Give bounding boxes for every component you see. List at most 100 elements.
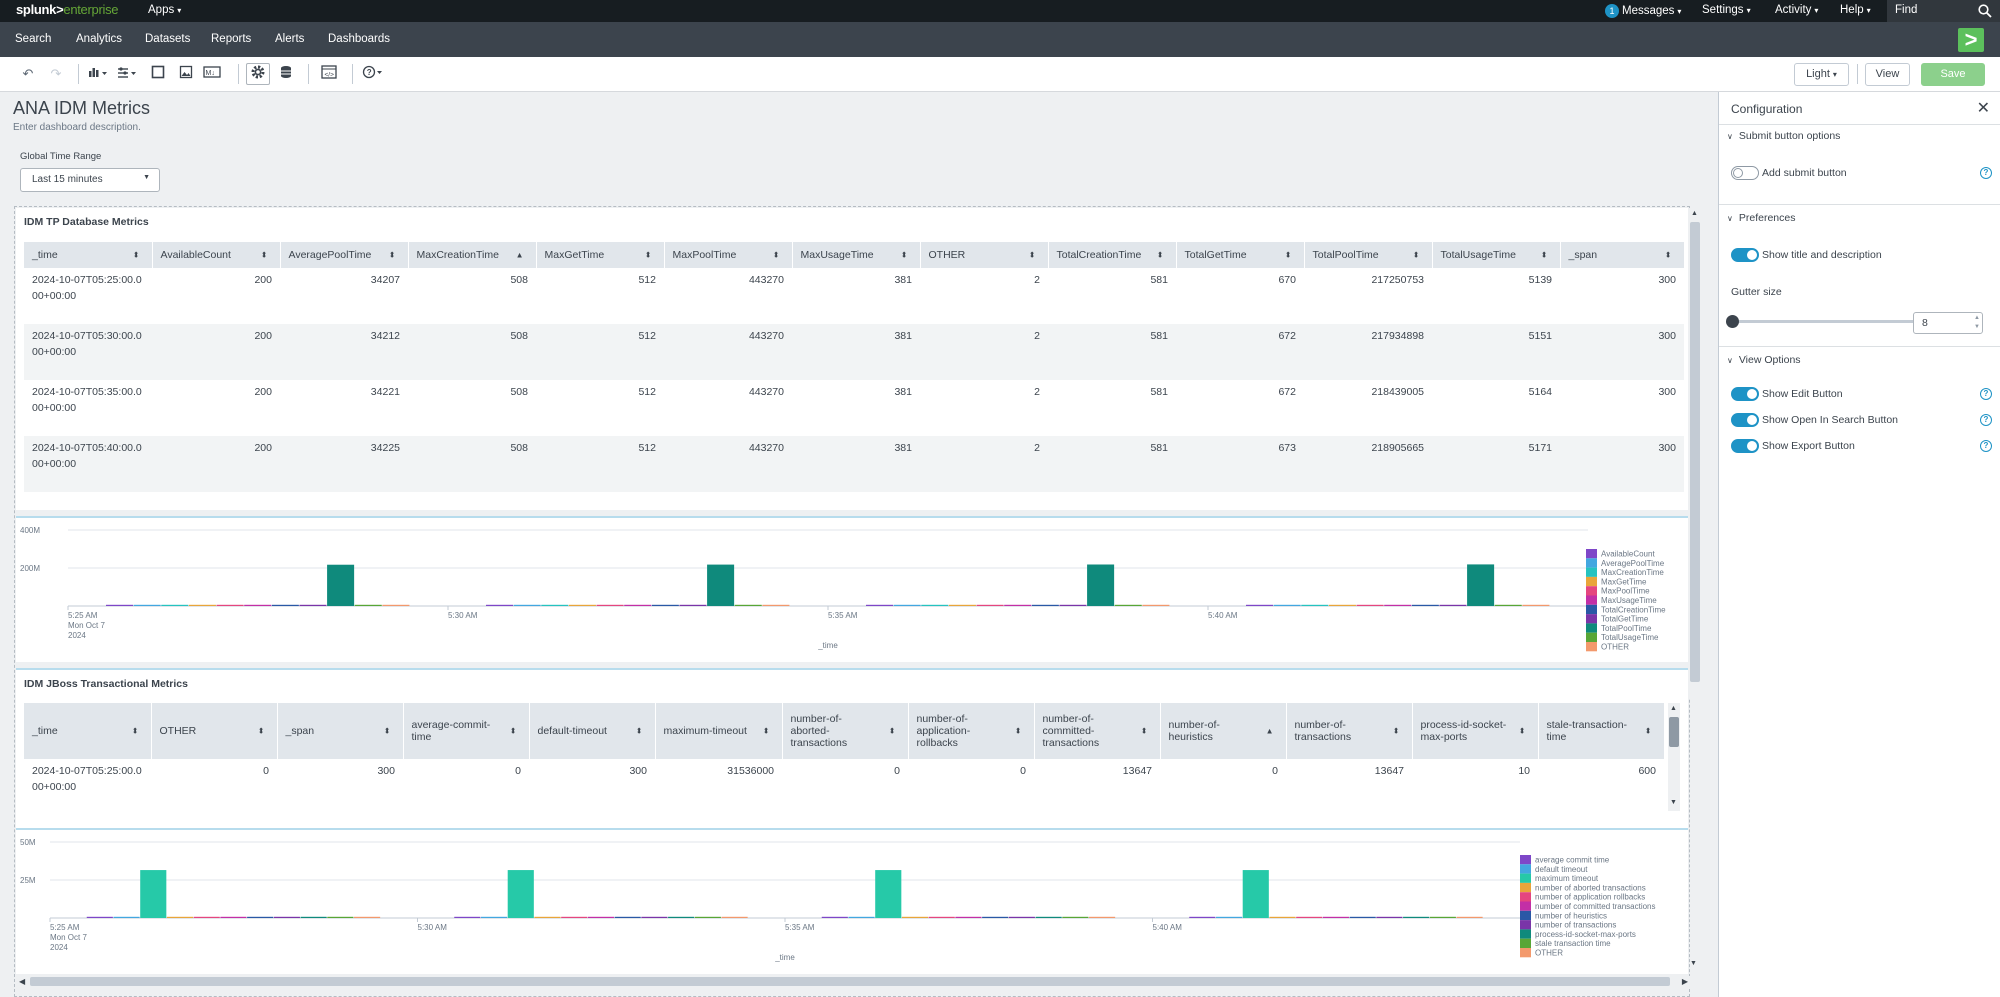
panel-tp-database-table[interactable]: IDM TP Database Metrics _time ⬍ AvailableC… — [16, 208, 1702, 698]
messages-menu[interactable]: 1 Messages ▾ — [1605, 4, 1681, 18]
column-header[interactable]: MaxUsageTime ⬍ — [792, 242, 921, 268]
help-info-icon[interactable]: ? — [1980, 440, 1992, 452]
find-input[interactable]: Find — [1887, 0, 2000, 22]
preferences-section[interactable]: ∨ Preferences — [1727, 212, 1796, 224]
sort-icon[interactable]: ⬍ — [1518, 726, 1526, 736]
settings-menu[interactable]: Settings ▾ — [1702, 4, 1751, 16]
redo-icon[interactable]: ↷ — [50, 66, 62, 81]
sort-icon[interactable]: ⬍ — [383, 726, 391, 736]
show-export-toggle[interactable] — [1731, 439, 1759, 453]
sort-icon[interactable]: ⬍ — [1014, 726, 1022, 736]
slider-handle[interactable] — [1726, 315, 1739, 328]
apps-menu[interactable]: Apps ▾ — [148, 4, 182, 16]
sort-icon[interactable]: ⬍ — [509, 726, 517, 736]
column-header[interactable]: TotalCreationTime ⬍ — [1048, 242, 1177, 268]
nav-datasets[interactable]: Datasets — [145, 33, 191, 45]
add-rectangle-icon[interactable] — [149, 65, 167, 83]
view-options-section[interactable]: ∨ View Options — [1727, 354, 1801, 366]
undo-icon[interactable]: ↶ — [22, 66, 34, 81]
sort-icon[interactable]: ⬍ — [644, 250, 652, 260]
help-info-icon[interactable]: ? — [1980, 388, 1992, 400]
theme-select[interactable]: Light ▾ — [1794, 63, 1849, 86]
sort-icon[interactable]: ⬍ — [888, 726, 896, 736]
sort-icon[interactable]: ⬍ — [388, 250, 396, 260]
help-info-icon[interactable]: ? — [1980, 414, 1992, 426]
column-header[interactable]: number-of-heuristics ▲ — [1160, 703, 1287, 759]
column-header[interactable]: stale-transaction-time ⬍ — [1538, 703, 1665, 759]
dashboard-description[interactable]: Enter dashboard description. — [13, 122, 141, 133]
sort-icon[interactable]: ⬍ — [257, 726, 265, 736]
splunk-logo[interactable]: splunk>enterprise — [16, 2, 119, 17]
sort-icon[interactable]: ⬍ — [1140, 726, 1148, 736]
column-header[interactable]: _span ⬍ — [1560, 242, 1685, 268]
save-button[interactable]: Save — [1921, 63, 1985, 86]
help-info-icon[interactable]: ? — [1980, 167, 1992, 179]
column-header[interactable]: OTHER ⬍ — [151, 703, 278, 759]
table-row[interactable]: 2024-10-07T05:25:00.000+00:00 0 300 0 300 315… — [24, 759, 1664, 815]
vertical-scrollbar[interactable]: ▲ — [1688, 208, 1702, 698]
show-open-search-toggle[interactable] — [1731, 413, 1759, 427]
column-header[interactable]: default-timeout ⬍ — [529, 703, 656, 759]
activity-menu[interactable]: Activity ▾ — [1775, 4, 1819, 16]
nav-analytics[interactable]: Analytics — [76, 33, 123, 45]
column-header[interactable]: _span ⬍ — [277, 703, 404, 759]
view-button[interactable]: View — [1865, 63, 1910, 86]
table-row[interactable]: 2024-10-07T05:25:00.000+00:00 200 34207 508… — [24, 268, 1684, 324]
sort-icon[interactable]: ⬍ — [1412, 250, 1420, 260]
table-row[interactable]: 2024-10-07T05:40:00.000+00:00 200 34225 508… — [24, 436, 1684, 492]
column-header[interactable]: MaxCreationTime ▲ — [408, 242, 537, 268]
nav-reports[interactable]: Reports — [211, 33, 252, 45]
column-header[interactable]: number-of-aborted-transactions ⬍ — [782, 703, 909, 759]
column-header[interactable]: TotalPoolTime ⬍ — [1304, 242, 1433, 268]
add-markdown-icon[interactable]: M↓ — [203, 65, 221, 83]
column-header[interactable]: number-of-application-rollbacks ⬍ — [908, 703, 1035, 759]
table-vertical-scrollbar[interactable]: ▲ ▼ — [1668, 703, 1680, 811]
column-header[interactable]: TotalUsageTime ⬍ — [1432, 242, 1561, 268]
sort-ascending-icon[interactable]: ▲ — [1265, 726, 1274, 736]
column-header[interactable]: MaxGetTime ⬍ — [536, 242, 665, 268]
source-code-icon[interactable]: </> — [320, 65, 338, 83]
column-header[interactable]: TotalGetTime ⬍ — [1176, 242, 1305, 268]
help-menu[interactable]: Help ▾ — [1840, 4, 1871, 16]
column-header[interactable]: _time ⬍ — [24, 242, 153, 268]
column-header[interactable]: AvailableCount ⬍ — [152, 242, 281, 268]
add-submit-toggle[interactable] — [1731, 166, 1759, 180]
horizontal-scrollbar[interactable]: ◀ ▶ — [16, 976, 1690, 987]
sort-icon[interactable]: ⬍ — [132, 250, 140, 260]
panel-tp-database-chart[interactable]: 400M 200M 5:25 AM Mon Oct 7 2024 5:30 AM 5:35 … — [16, 516, 1688, 662]
column-header[interactable]: AveragePoolTime ⬍ — [280, 242, 409, 268]
sort-icon[interactable]: ⬍ — [1664, 250, 1672, 260]
column-header[interactable]: number-of-committed-transactions ⬍ — [1034, 703, 1161, 759]
add-input-icon[interactable] — [117, 65, 137, 83]
column-header[interactable]: MaxPoolTime ⬍ — [664, 242, 793, 268]
scroll-down-arrow[interactable]: ▼ — [1690, 960, 1697, 967]
column-header[interactable]: process-id-socket-max-ports ⬍ — [1412, 703, 1539, 759]
data-sources-icon[interactable] — [277, 65, 295, 83]
nav-dashboards[interactable]: Dashboards — [328, 33, 391, 45]
gutter-size-slider[interactable] — [1726, 315, 1923, 328]
sort-icon[interactable]: ⬍ — [772, 250, 780, 260]
table-row[interactable]: 2024-10-07T05:30:00.000+00:00 200 34212 508… — [24, 324, 1684, 380]
nav-alerts[interactable]: Alerts — [275, 33, 305, 45]
sort-icon[interactable]: ⬍ — [635, 726, 643, 736]
sort-icon[interactable]: ⬍ — [1284, 250, 1292, 260]
sort-icon[interactable]: ⬍ — [1644, 726, 1652, 736]
column-header[interactable]: average-commit-time ⬍ — [403, 703, 530, 759]
time-range-dropdown[interactable]: Last 15 minutes ▼ — [20, 168, 160, 192]
close-icon[interactable]: ✕ — [1976, 100, 1990, 117]
show-edit-toggle[interactable] — [1731, 387, 1759, 401]
sort-icon[interactable]: ⬍ — [1392, 726, 1400, 736]
sort-icon[interactable]: ⬍ — [900, 250, 908, 260]
sort-icon[interactable]: ⬍ — [131, 726, 139, 736]
add-chart-icon[interactable] — [88, 65, 108, 83]
column-header[interactable]: maximum-timeout ⬍ — [655, 703, 783, 759]
table-row[interactable]: 2024-10-07T05:35:00.000+00:00 200 34221 508… — [24, 380, 1684, 436]
column-header[interactable]: OTHER ⬍ — [920, 242, 1049, 268]
gutter-size-input[interactable]: 8 ▲ ▼ — [1913, 312, 1983, 334]
panel-jboss-chart[interactable]: 50M 25M 5:25 AM Mon Oct 7 2024 5:30 AM 5:35 AM… — [16, 828, 1688, 974]
nav-search[interactable]: Search — [15, 33, 52, 45]
app-launch-icon[interactable]: > — [1958, 28, 1984, 52]
sort-icon[interactable]: ⬍ — [1540, 250, 1548, 260]
configuration-gear-icon[interactable] — [246, 63, 270, 85]
column-header[interactable]: _time ⬍ — [24, 703, 152, 759]
